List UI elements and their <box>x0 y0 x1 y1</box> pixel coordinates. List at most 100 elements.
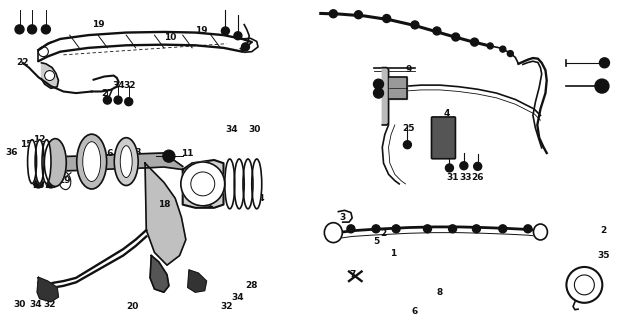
Circle shape <box>42 25 50 34</box>
Circle shape <box>566 267 603 303</box>
Text: 24: 24 <box>45 181 57 190</box>
Ellipse shape <box>325 223 342 243</box>
Circle shape <box>508 51 513 57</box>
Text: 34: 34 <box>225 125 238 134</box>
Circle shape <box>500 46 506 52</box>
Text: 26: 26 <box>471 173 484 182</box>
Circle shape <box>355 11 362 19</box>
Text: 8: 8 <box>437 288 443 297</box>
Circle shape <box>374 79 384 89</box>
Circle shape <box>448 225 457 233</box>
Text: 5: 5 <box>373 237 379 246</box>
Text: 25: 25 <box>403 124 415 132</box>
Circle shape <box>347 225 355 233</box>
Circle shape <box>46 178 56 188</box>
Text: 34: 34 <box>231 292 244 301</box>
Text: 10: 10 <box>164 33 176 42</box>
Text: 2: 2 <box>381 229 387 238</box>
Text: 32: 32 <box>123 81 136 90</box>
Circle shape <box>599 58 610 68</box>
Polygon shape <box>150 256 169 292</box>
Text: 4: 4 <box>443 109 450 118</box>
Circle shape <box>374 88 384 98</box>
Text: 14: 14 <box>252 194 264 203</box>
Text: 11: 11 <box>182 149 194 158</box>
Text: 20: 20 <box>126 302 138 311</box>
Polygon shape <box>145 163 186 265</box>
Circle shape <box>452 33 460 41</box>
Text: 23: 23 <box>32 181 45 190</box>
FancyBboxPatch shape <box>431 117 455 159</box>
Ellipse shape <box>225 159 235 209</box>
Circle shape <box>460 162 468 170</box>
Text: 27: 27 <box>101 89 114 98</box>
Circle shape <box>392 225 400 233</box>
Text: 35: 35 <box>597 251 610 260</box>
Text: 7: 7 <box>349 270 355 279</box>
Circle shape <box>403 141 411 149</box>
Text: 18: 18 <box>158 200 170 209</box>
Ellipse shape <box>120 146 132 178</box>
Text: 17: 17 <box>126 170 139 179</box>
Circle shape <box>595 79 609 93</box>
Circle shape <box>433 27 441 35</box>
Text: 16: 16 <box>101 149 114 158</box>
Circle shape <box>445 164 454 172</box>
Circle shape <box>411 21 419 29</box>
Circle shape <box>45 71 55 81</box>
Text: 34: 34 <box>113 81 125 90</box>
Text: 3: 3 <box>340 213 346 222</box>
Text: 32: 32 <box>43 300 56 309</box>
Circle shape <box>15 25 24 34</box>
Circle shape <box>330 10 337 18</box>
Text: 12: 12 <box>33 135 46 144</box>
Ellipse shape <box>83 142 101 181</box>
Text: 15: 15 <box>19 140 32 148</box>
Ellipse shape <box>252 159 262 209</box>
Circle shape <box>470 38 479 46</box>
Text: 19: 19 <box>195 27 208 36</box>
Circle shape <box>242 43 250 51</box>
Circle shape <box>163 150 175 162</box>
Polygon shape <box>37 277 58 302</box>
Polygon shape <box>389 77 408 100</box>
Text: 32: 32 <box>220 302 233 311</box>
Circle shape <box>234 32 242 40</box>
Text: 9: 9 <box>406 65 412 74</box>
Text: 6: 6 <box>412 307 418 316</box>
Circle shape <box>487 43 493 49</box>
Text: 36: 36 <box>6 148 18 156</box>
Text: 33: 33 <box>459 173 471 182</box>
Circle shape <box>181 162 225 206</box>
Circle shape <box>499 225 507 233</box>
Ellipse shape <box>533 224 547 240</box>
Text: 13: 13 <box>130 148 142 156</box>
Text: 28: 28 <box>245 281 258 290</box>
Circle shape <box>472 225 481 233</box>
Ellipse shape <box>114 138 138 186</box>
Polygon shape <box>42 63 58 88</box>
Polygon shape <box>187 270 206 292</box>
Ellipse shape <box>77 134 107 189</box>
Text: 30: 30 <box>248 125 261 134</box>
Text: 21: 21 <box>201 200 214 209</box>
Circle shape <box>28 25 36 34</box>
Ellipse shape <box>234 159 244 209</box>
Circle shape <box>103 96 111 104</box>
Circle shape <box>372 225 380 233</box>
Text: 22: 22 <box>16 58 29 67</box>
Polygon shape <box>382 68 389 125</box>
Ellipse shape <box>44 139 66 187</box>
Circle shape <box>524 225 532 233</box>
Circle shape <box>221 27 230 35</box>
Circle shape <box>423 225 431 233</box>
Text: 1: 1 <box>390 250 396 259</box>
Text: 19: 19 <box>92 20 104 29</box>
Text: 2: 2 <box>600 226 606 235</box>
Ellipse shape <box>35 140 44 183</box>
Circle shape <box>382 14 391 22</box>
Circle shape <box>474 162 482 170</box>
Polygon shape <box>54 153 182 171</box>
Ellipse shape <box>243 159 253 209</box>
Circle shape <box>114 96 122 104</box>
